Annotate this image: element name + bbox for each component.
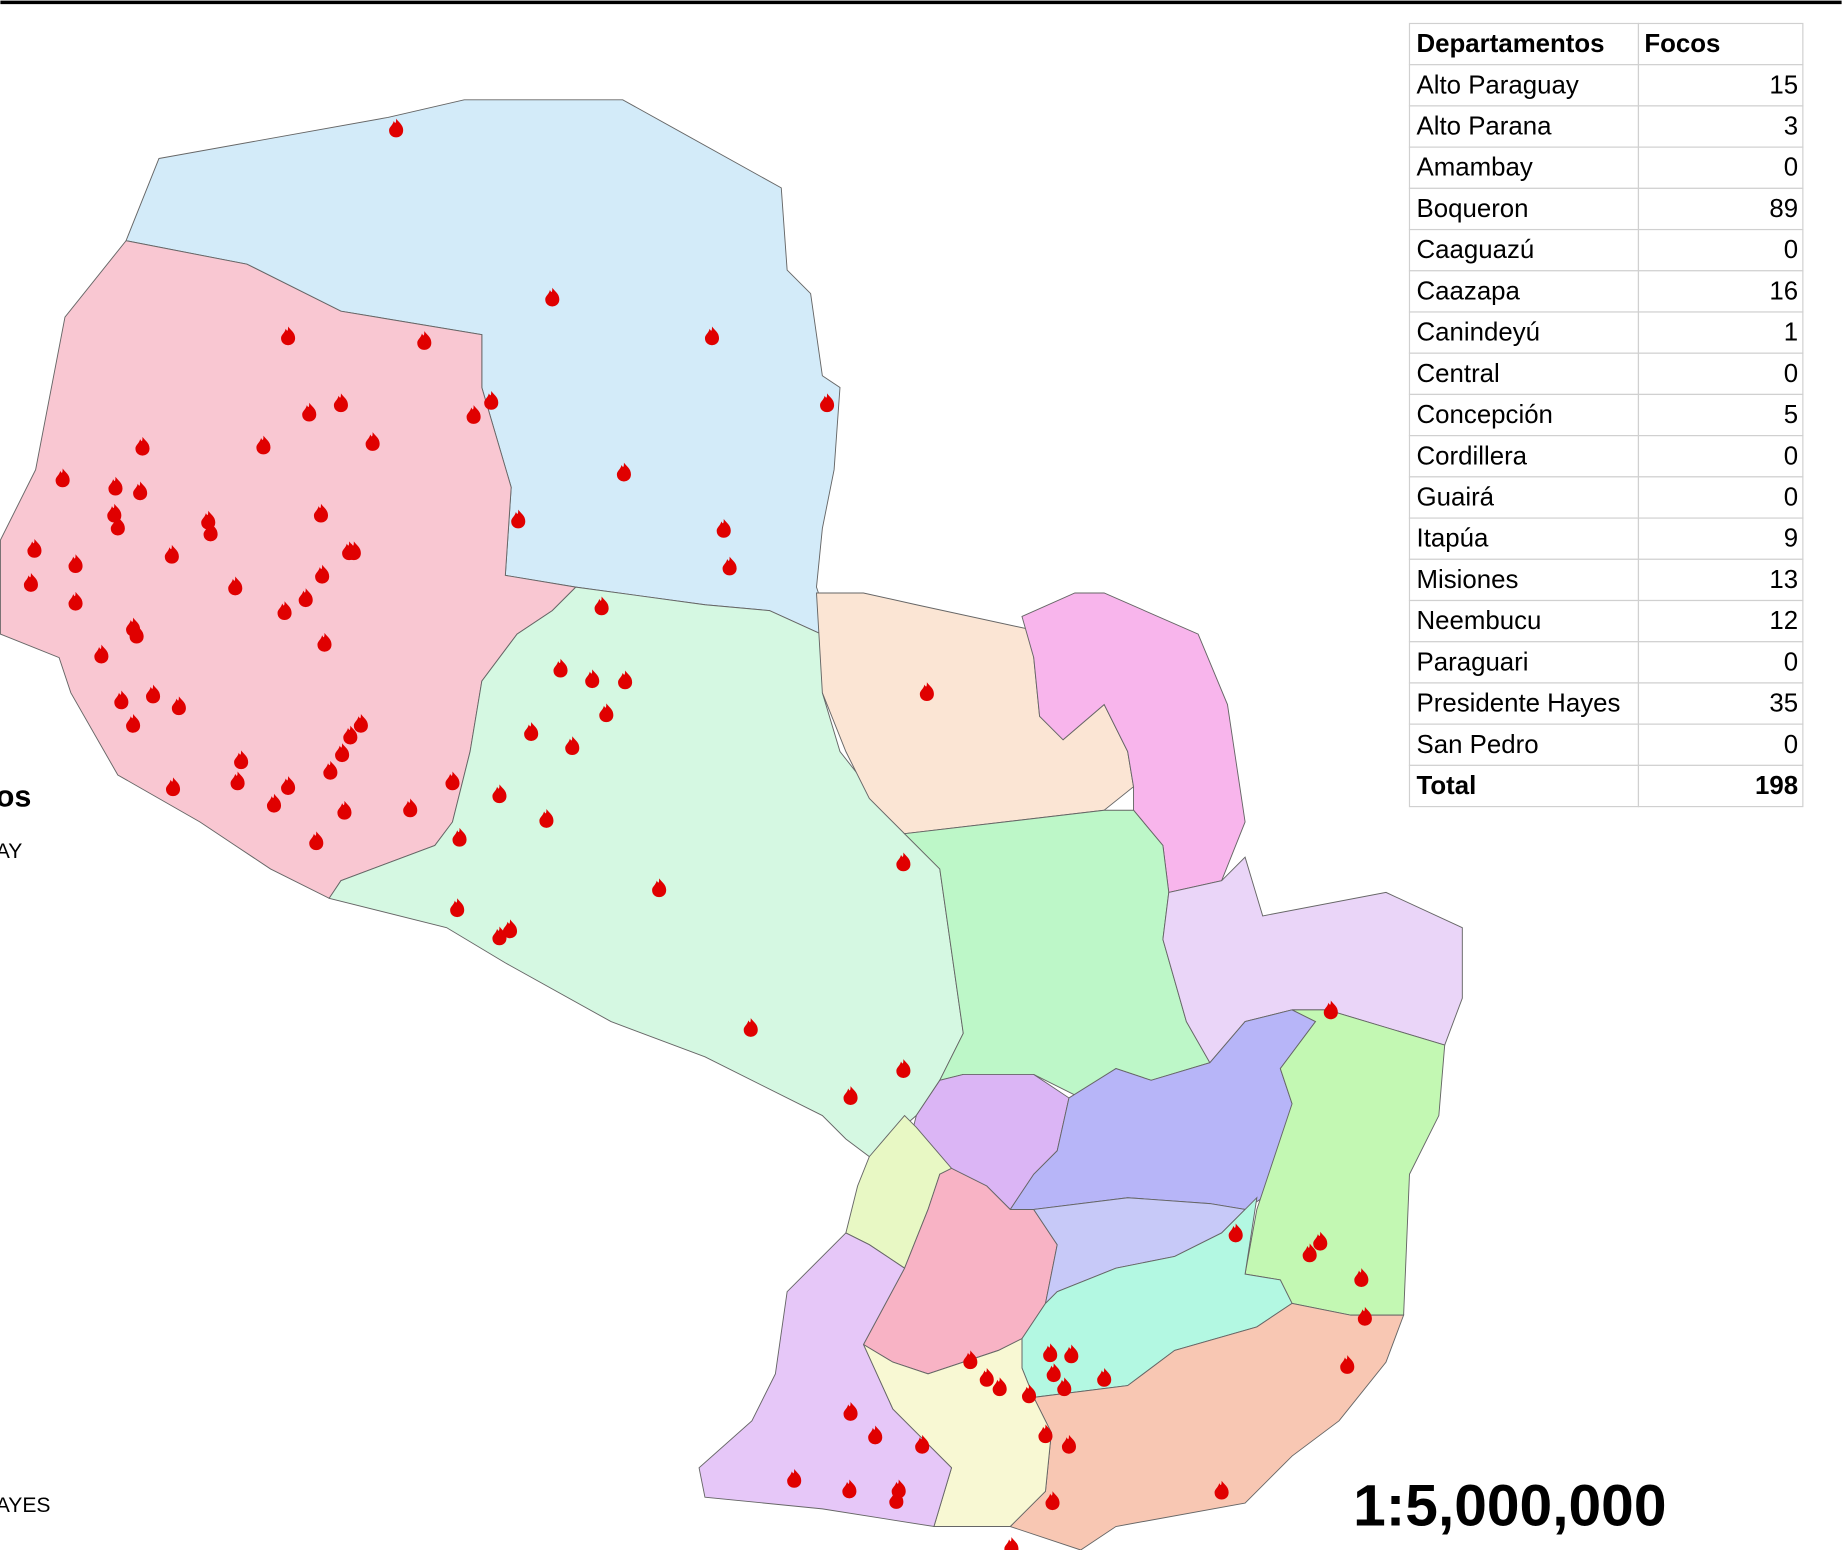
table-cell bbox=[1637, 682, 1804, 725]
table-cell bbox=[1637, 764, 1804, 808]
table-cell bbox=[1408, 641, 1640, 684]
table-text: 0 bbox=[1784, 442, 1798, 470]
table-cell bbox=[1637, 476, 1804, 519]
table-text: 0 bbox=[1784, 154, 1798, 182]
table-cell bbox=[1637, 187, 1804, 231]
table-text: 16 bbox=[1769, 277, 1798, 305]
table-text: Central bbox=[1417, 360, 1500, 388]
table-text: Itapúa bbox=[1417, 525, 1489, 553]
table-text: Amambay bbox=[1417, 154, 1533, 182]
table-cell bbox=[1408, 311, 1640, 354]
table-cell bbox=[1408, 517, 1640, 560]
table-text: 9 bbox=[1784, 525, 1798, 553]
table-cell bbox=[1637, 270, 1804, 313]
table-cell bbox=[1637, 393, 1804, 437]
legend-fragment: os bbox=[0, 780, 31, 814]
table-text: 3 bbox=[1784, 113, 1798, 141]
table-text: 198 bbox=[1755, 772, 1798, 800]
table-cell bbox=[1637, 517, 1804, 560]
table-cell bbox=[1637, 311, 1804, 354]
table-text: Departamentos bbox=[1417, 30, 1605, 58]
table-cell bbox=[1637, 723, 1804, 766]
table-cell bbox=[1408, 558, 1640, 602]
table-text: 5 bbox=[1784, 401, 1798, 429]
table-cell bbox=[1408, 393, 1640, 437]
table-text: San Pedro bbox=[1417, 731, 1539, 759]
table-cell bbox=[1637, 435, 1804, 478]
neembucu bbox=[698, 1232, 953, 1528]
table-cell bbox=[1408, 352, 1640, 396]
table-text: Neembucu bbox=[1417, 607, 1542, 635]
departments bbox=[0, 99, 1463, 1550]
table-text: 0 bbox=[1784, 731, 1798, 759]
table-text: Concepción bbox=[1417, 401, 1553, 429]
table-cell bbox=[1637, 228, 1804, 272]
legend-fragment: AYES bbox=[0, 1494, 50, 1517]
table-text: Paraguari bbox=[1417, 648, 1529, 676]
table-text: Canindeyú bbox=[1417, 319, 1541, 347]
table-cell bbox=[1408, 64, 1640, 107]
table-cell bbox=[1408, 146, 1640, 189]
table-text: 15 bbox=[1769, 71, 1798, 99]
table-text: 35 bbox=[1769, 690, 1798, 718]
table-cell bbox=[1637, 22, 1804, 66]
table-cell bbox=[1408, 435, 1640, 478]
table-text: 0 bbox=[1784, 648, 1798, 676]
presidente-hayes bbox=[328, 586, 964, 1158]
table-text: Boqueron bbox=[1417, 195, 1529, 223]
table-text: Caazapa bbox=[1417, 277, 1521, 305]
table-text: 0 bbox=[1784, 360, 1798, 388]
table-cell bbox=[1637, 64, 1804, 107]
table-cell bbox=[1637, 146, 1804, 189]
table-cell bbox=[1408, 228, 1640, 272]
table-cell bbox=[1637, 599, 1804, 643]
table-cell bbox=[1637, 105, 1804, 148]
table-cell bbox=[1637, 352, 1804, 396]
map-scale: 1:5,000,000 bbox=[1353, 1474, 1666, 1539]
table-text: Guairá bbox=[1417, 483, 1495, 511]
table-text: Total bbox=[1417, 772, 1477, 800]
table-text: 1 bbox=[1784, 319, 1798, 347]
table-text: Presidente Hayes bbox=[1417, 690, 1621, 718]
table-text: Caaguazú bbox=[1417, 236, 1535, 264]
table-text: 0 bbox=[1784, 483, 1798, 511]
legend-fragment: AY bbox=[0, 840, 22, 863]
table-text: Misiones bbox=[1417, 566, 1519, 594]
fire-marker bbox=[1004, 1537, 1019, 1550]
table-text: 13 bbox=[1769, 566, 1798, 594]
table-cell bbox=[1408, 105, 1640, 148]
table-text: Focos bbox=[1644, 30, 1720, 58]
table-text: 12 bbox=[1769, 607, 1798, 635]
table-text: 0 bbox=[1784, 236, 1798, 264]
table-text: 89 bbox=[1769, 195, 1798, 223]
table-text: Alto Paraguay bbox=[1417, 71, 1579, 99]
table-cell bbox=[1637, 641, 1804, 684]
table-cell bbox=[1408, 764, 1640, 808]
table-text: Alto Parana bbox=[1417, 113, 1553, 141]
table-cell bbox=[1408, 187, 1640, 231]
table-text: Cordillera bbox=[1417, 442, 1528, 470]
